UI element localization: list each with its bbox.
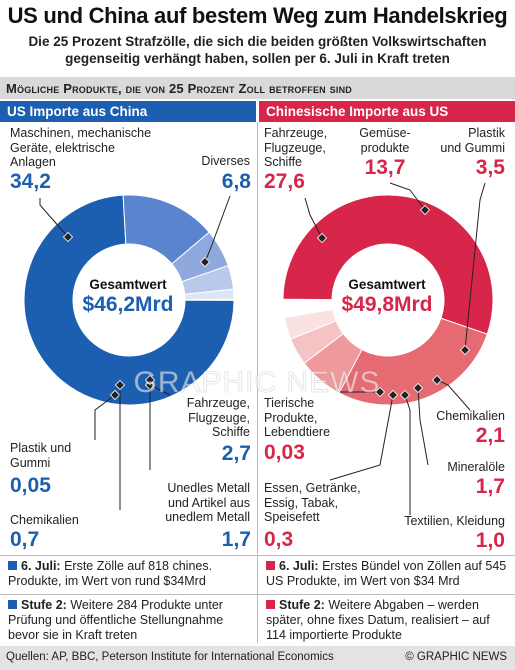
cn-label-gemuese: Gemüse- produkte bbox=[345, 126, 425, 155]
cn-label-fahrzeuge: Fahrzeuge, Flugzeuge, Schiffe bbox=[264, 126, 354, 170]
cn-label-essen: Essen, Getränke, Essig, Tabak, Speisefet… bbox=[264, 481, 374, 525]
red-square-icon bbox=[266, 600, 275, 609]
cn-note-1: 6. Juli: Erstes Bündel von Zöllen auf 54… bbox=[266, 559, 508, 589]
blue-square-icon bbox=[8, 561, 17, 570]
notes-divider-vertical bbox=[257, 555, 258, 643]
cn-label-tierische: Tierische Produkte, Lebendtiere bbox=[264, 396, 364, 440]
us-value-fahrzeuge: 2,7 bbox=[150, 442, 251, 466]
cn-value-essen: 0,3 bbox=[264, 528, 293, 552]
cn-label-textilien: Textilien, Kleidung bbox=[370, 514, 505, 529]
red-square-icon bbox=[266, 561, 275, 570]
blue-square-icon bbox=[8, 600, 17, 609]
cn-slice-8 bbox=[283, 299, 332, 300]
us-value-plastik: 0,05 bbox=[10, 474, 51, 498]
us-center-value: $46,2Mrd bbox=[68, 293, 188, 317]
cn-note-2: Stufe 2: Weitere Abgaben – werden später… bbox=[266, 598, 508, 643]
us-label-fahrzeuge: Fahrzeuge, Flugzeuge, Schiffe bbox=[150, 396, 250, 440]
cn-value-tierische: 0,03 bbox=[264, 441, 305, 465]
us-label-diverses: Diverses bbox=[150, 154, 250, 169]
source-text: Quellen: AP, BBC, Peterson Institute for… bbox=[6, 651, 334, 663]
us-value-chemikalien: 0,7 bbox=[10, 528, 39, 552]
us-value-metall: 1,7 bbox=[150, 528, 251, 552]
cn-value-chemikalien: 2,1 bbox=[420, 424, 505, 448]
cn-center-label: Gesamtwert bbox=[337, 277, 437, 292]
cn-value-plastik: 3,5 bbox=[420, 156, 505, 180]
us-note-1: 6. Juli: Erste Zölle auf 818 chines. Pro… bbox=[8, 559, 253, 589]
cn-value-mineraloele: 1,7 bbox=[420, 475, 505, 499]
cn-label-mineraloele: Mineralöle bbox=[405, 460, 505, 475]
cn-center-value: $49,8Mrd bbox=[327, 293, 447, 317]
us-label-metall: Unedles Metall und Artikel aus unedlem M… bbox=[130, 481, 250, 525]
cn-label-chemikalien: Chemikalien bbox=[405, 409, 505, 424]
us-slice-6 bbox=[185, 299, 234, 300]
us-label-chemikalien: Chemikalien bbox=[10, 513, 120, 528]
cn-value-gemuese: 13,7 bbox=[345, 156, 425, 180]
cn-value-fahrzeuge: 27,6 bbox=[264, 170, 305, 194]
credit-text: © GRAPHIC NEWS bbox=[405, 651, 507, 663]
us-value-diverses: 6,8 bbox=[150, 170, 251, 194]
watermark-text: GRAPHIC NEWS bbox=[133, 366, 380, 399]
us-center-label: Gesamtwert bbox=[78, 277, 178, 292]
us-value-maschinen: 34,2 bbox=[10, 170, 51, 194]
us-note-2: Stufe 2: Weitere 284 Produkte unter Prüf… bbox=[8, 598, 253, 643]
cn-label-plastik: Plastik und Gummi bbox=[420, 126, 505, 155]
us-label-plastik: Plastik und Gummi bbox=[10, 441, 120, 470]
cn-value-textilien: 1,0 bbox=[420, 529, 505, 553]
